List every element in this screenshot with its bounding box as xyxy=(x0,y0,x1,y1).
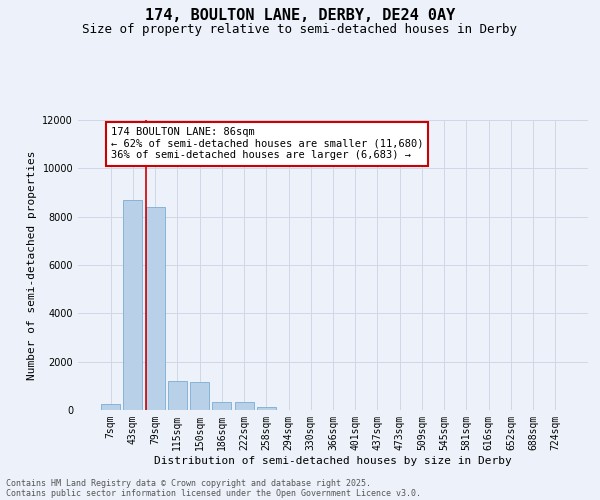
Bar xyxy=(235,402,254,410)
Bar xyxy=(146,207,164,410)
Text: Size of property relative to semi-detached houses in Derby: Size of property relative to semi-detach… xyxy=(83,22,517,36)
Y-axis label: Number of semi-detached properties: Number of semi-detached properties xyxy=(27,150,37,380)
Bar xyxy=(168,381,187,410)
Text: Contains public sector information licensed under the Open Government Licence v3: Contains public sector information licen… xyxy=(6,488,421,498)
Text: Contains HM Land Registry data © Crown copyright and database right 2025.: Contains HM Land Registry data © Crown c… xyxy=(6,478,371,488)
Text: 174 BOULTON LANE: 86sqm
← 62% of semi-detached houses are smaller (11,680)
36% o: 174 BOULTON LANE: 86sqm ← 62% of semi-de… xyxy=(111,127,423,160)
Bar xyxy=(257,408,276,410)
Bar xyxy=(101,404,120,410)
Bar xyxy=(190,382,209,410)
Bar xyxy=(212,402,231,410)
Text: 174, BOULTON LANE, DERBY, DE24 0AY: 174, BOULTON LANE, DERBY, DE24 0AY xyxy=(145,8,455,22)
Bar xyxy=(124,200,142,410)
X-axis label: Distribution of semi-detached houses by size in Derby: Distribution of semi-detached houses by … xyxy=(154,456,512,466)
